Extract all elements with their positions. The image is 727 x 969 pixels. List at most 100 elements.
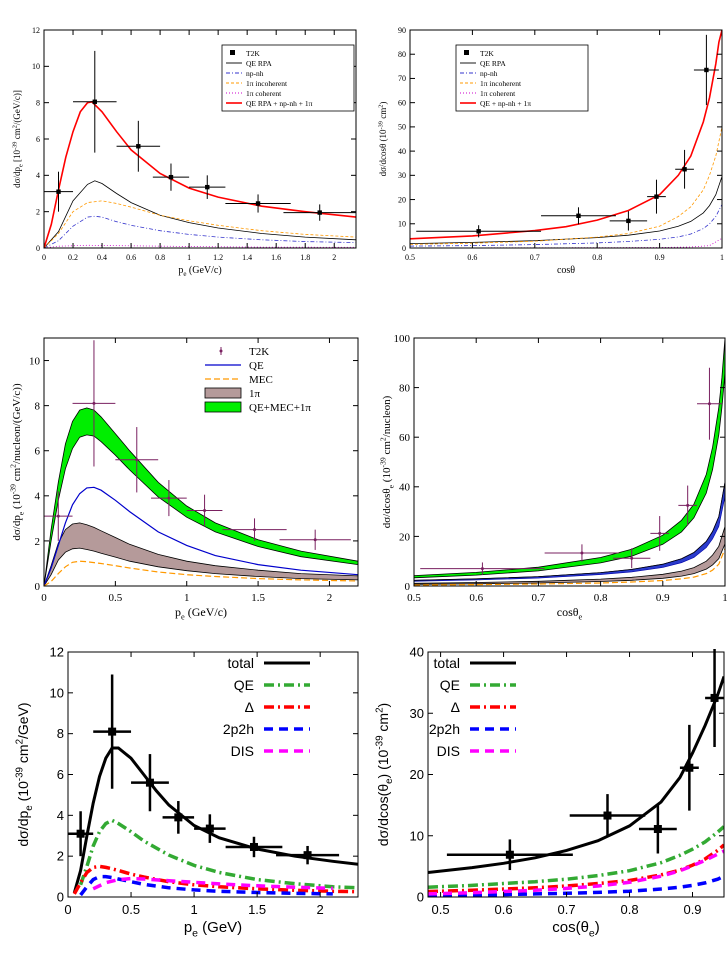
point-marker — [505, 850, 514, 859]
y-tick-label: 0 — [417, 890, 424, 905]
data-point — [544, 544, 620, 562]
series-qe-rpa — [44, 180, 356, 248]
point-marker — [92, 99, 97, 104]
band-qe-mec-1pi — [414, 338, 725, 579]
point-marker — [76, 829, 85, 838]
series-- — [428, 843, 724, 894]
data-point — [420, 562, 545, 575]
x-axis-label: cosθ — [557, 265, 575, 276]
series-qe-rpa-np-nh-1- — [44, 100, 356, 248]
x-tick-label: 0 — [41, 592, 47, 604]
point-marker — [253, 528, 257, 532]
point-marker — [203, 508, 207, 512]
point-marker — [108, 727, 117, 736]
legend-label: np-nh — [246, 69, 264, 78]
y-tick-label: 90 — [398, 26, 406, 35]
legend-label: QE — [234, 677, 254, 693]
y-tick-label: 10 — [32, 62, 40, 71]
series-mec — [414, 548, 725, 586]
series-qe — [428, 825, 724, 889]
legend-label: MEC — [249, 374, 273, 386]
data-point — [693, 34, 719, 106]
x-tick-label: 1.5 — [251, 592, 265, 604]
data-point — [283, 204, 356, 221]
data-point — [115, 427, 159, 493]
y-tick-label: 8 — [35, 400, 41, 412]
y-axis-label: dσ/dcosθe​ (10-39​ cm2​/nucleon) — [379, 395, 396, 528]
legend-box — [221, 44, 355, 112]
y-tick-label: 2 — [35, 536, 41, 548]
point-marker — [476, 229, 481, 234]
p5-svg: 0 0.5 1 1.5 2 0 2 4 6 8 10 12 pe​ (GeV) dσ/dpe​ (10-3… — [14, 645, 359, 940]
x-tick-label: 0.8 — [594, 592, 608, 604]
y-tick-label: 60 — [398, 98, 406, 107]
x-tick-label: 1 — [190, 902, 197, 917]
series-qe-rpa — [410, 176, 722, 244]
y-tick-label: 30 — [410, 706, 424, 721]
y-tick-label: 2 — [36, 207, 40, 216]
x-tick-label: 0.9 — [656, 592, 670, 604]
x-tick-label: 0.2 — [68, 253, 78, 262]
x-axis-label: pe​ (GeV/c) — [175, 605, 227, 622]
data-point — [222, 518, 287, 541]
y-axis-label: dσ/dcos(θe​) (10-39​ cm2​) — [374, 703, 395, 846]
point-marker — [654, 194, 659, 199]
x-tick-label: 0.8 — [592, 253, 602, 262]
x-tick-label: 1 — [187, 253, 191, 262]
y-tick-label: 6 — [36, 135, 40, 144]
legend-swatch-data — [230, 50, 235, 55]
point-marker — [135, 458, 139, 462]
point-marker — [317, 210, 322, 215]
y-tick-label: 6 — [35, 446, 41, 458]
x-tick-label: 0.5 — [108, 592, 122, 604]
point-marker — [626, 218, 631, 224]
x-tick-label: 0.5 — [405, 253, 415, 262]
data-point — [679, 724, 699, 811]
point-marker — [707, 402, 711, 406]
y-axis-label: dσ/dcosθ (10-39​ cm2​) — [377, 102, 388, 177]
data-point — [72, 340, 116, 467]
point-marker — [630, 556, 634, 560]
data-point — [647, 179, 666, 214]
x-axis-label: cosθe​ — [557, 605, 583, 622]
point-marker — [686, 503, 690, 507]
plot-frame — [43, 337, 359, 587]
y-tick-label: 50 — [398, 123, 406, 132]
x-tick-label: 0.7 — [530, 253, 540, 262]
y-tick-label: 0 — [36, 244, 40, 253]
plot-area — [44, 407, 358, 586]
band-1pi — [44, 522, 358, 586]
point-marker — [580, 551, 584, 555]
plot-area — [414, 338, 725, 586]
point-marker — [136, 144, 141, 149]
data-point — [186, 494, 223, 527]
legend: total QE Δ 2p2h DIS — [223, 655, 310, 759]
y-tick-label: 8 — [36, 98, 40, 107]
x-tick-label: 0.6 — [467, 253, 477, 262]
x-tick-label: 1.8 — [300, 253, 310, 262]
p4-svg: 0.5 0.6 0.7 0.8 0.9 1 0 20 40 60 80 100 cosθe​ dσ/dco… — [379, 333, 727, 622]
data-point — [638, 804, 677, 854]
data-point — [675, 149, 694, 189]
series-- — [72, 864, 358, 895]
legend-label: 2p2h — [429, 721, 460, 737]
legend-label: QE + np-nh + 1π — [480, 99, 531, 108]
x-tick-label: 0.7 — [532, 592, 546, 604]
x-tick-label: 0 — [42, 253, 46, 262]
x-tick-label: 2 — [332, 253, 336, 262]
legend-label: 1π coherent — [246, 89, 282, 98]
y-tick-label: 60 — [399, 432, 411, 444]
y-axis-label: dσ/dpe​ (10-39​ cm2​/GeV) — [14, 702, 35, 846]
data-point — [116, 120, 161, 172]
legend-label: T2K — [249, 346, 269, 358]
data-point — [678, 485, 698, 526]
chart-cos-top: 0.5 0.6 0.7 0.8 0.9 1 0 10 20 30 40 50 60 70 80 90 cosθ d… — [364, 0, 727, 300]
series-np-nh — [44, 215, 356, 248]
series-total — [428, 676, 724, 874]
plot-frame — [427, 651, 725, 898]
data-point — [705, 648, 724, 747]
legend-label: Δ — [245, 699, 254, 715]
y-tick-label: 0 — [35, 581, 41, 593]
